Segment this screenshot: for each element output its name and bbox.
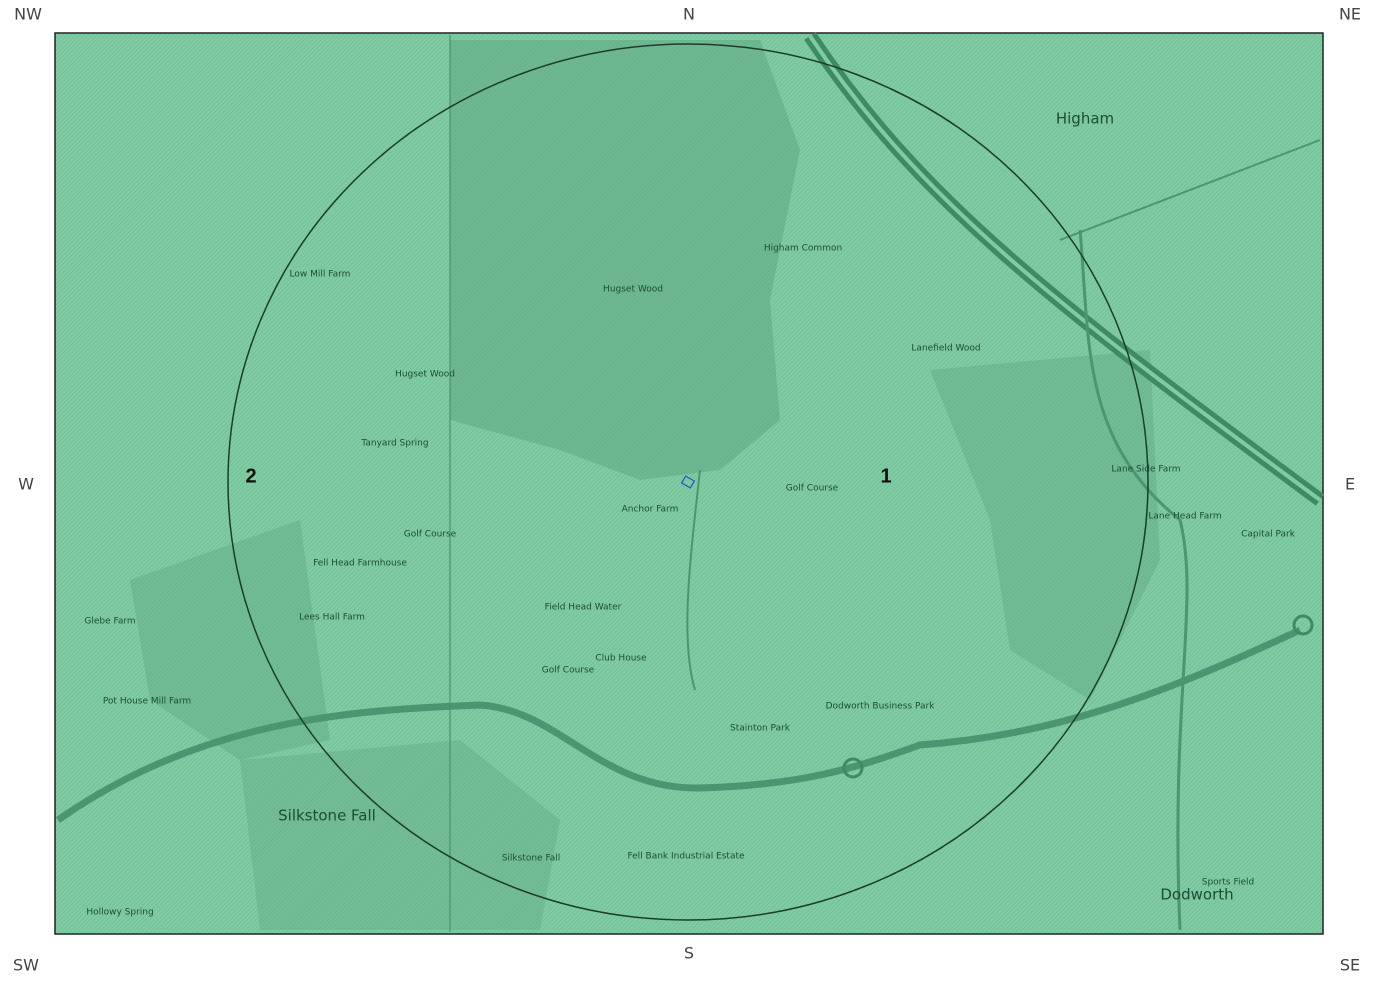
place-label: Glebe Farm [84, 617, 135, 627]
place-label: Field Head Water [545, 603, 622, 613]
place-label: Lane Side Farm [1111, 465, 1180, 475]
place-label: Hugset Wood [395, 370, 455, 380]
buffer-ring [227, 43, 1149, 921]
motorway [808, 34, 1322, 502]
place-label: Anchor Farm [622, 505, 679, 515]
place-label: Silkstone Fall [278, 807, 376, 825]
place-label: Club House [595, 654, 647, 664]
map-frame [54, 32, 1325, 935]
compass-label: S [684, 944, 694, 963]
place-label: Stainton Park [730, 724, 791, 734]
place-label: Hollowy Spring [86, 908, 153, 918]
place-label: Fell Bank Industrial Estate [627, 852, 745, 862]
place-label: Lanefield Wood [911, 344, 980, 354]
place-label: Fell Head Farmhouse [313, 559, 407, 569]
site-marker[interactable] [680, 475, 696, 489]
road [55, 626, 1302, 823]
place-label: Tanyard Spring [360, 439, 428, 449]
place-label: Higham [1056, 110, 1114, 128]
place-label: Capital Park [1241, 530, 1296, 540]
compass-label: NW [14, 5, 42, 24]
road [1078, 229, 1189, 931]
labels: NW N NE W E SW S SE 1 2 Higham Hugset Wood Higham Co… [13, 5, 1361, 975]
road [1059, 139, 1321, 241]
roundabout [842, 757, 864, 779]
place-label: Hugset Wood [603, 285, 663, 295]
place-label: Sports Field [1202, 878, 1254, 888]
place-label: Higham Common [764, 244, 842, 254]
compass-label: SE [1340, 956, 1360, 975]
place-label: Dodworth [1160, 886, 1233, 904]
woodland [930, 350, 1160, 700]
compass-label: N [683, 5, 695, 24]
compass-label: W [18, 475, 34, 494]
roundabout [1292, 614, 1314, 636]
place-label: Lees Hall Farm [299, 613, 365, 623]
place-label: Golf Course [786, 484, 839, 494]
place-label: Golf Course [542, 666, 595, 676]
place-label: Low Mill Farm [290, 270, 351, 280]
place-label: Silkstone Fall [502, 854, 561, 864]
compass-label: E [1345, 475, 1355, 494]
place-label: Dodworth Business Park [826, 702, 936, 712]
compass-label: SW [13, 956, 39, 975]
place-label: Pot House Mill Farm [103, 697, 191, 707]
zone-label: 2 [245, 465, 256, 487]
place-label: Golf Course [404, 530, 457, 540]
compass-label: NE [1339, 5, 1361, 24]
woodland [130, 520, 330, 760]
woodland [450, 40, 800, 480]
woodland [240, 740, 560, 930]
track [686, 469, 701, 691]
zone-label: 1 [880, 465, 891, 487]
place-label: Lane Head Farm [1148, 512, 1221, 522]
